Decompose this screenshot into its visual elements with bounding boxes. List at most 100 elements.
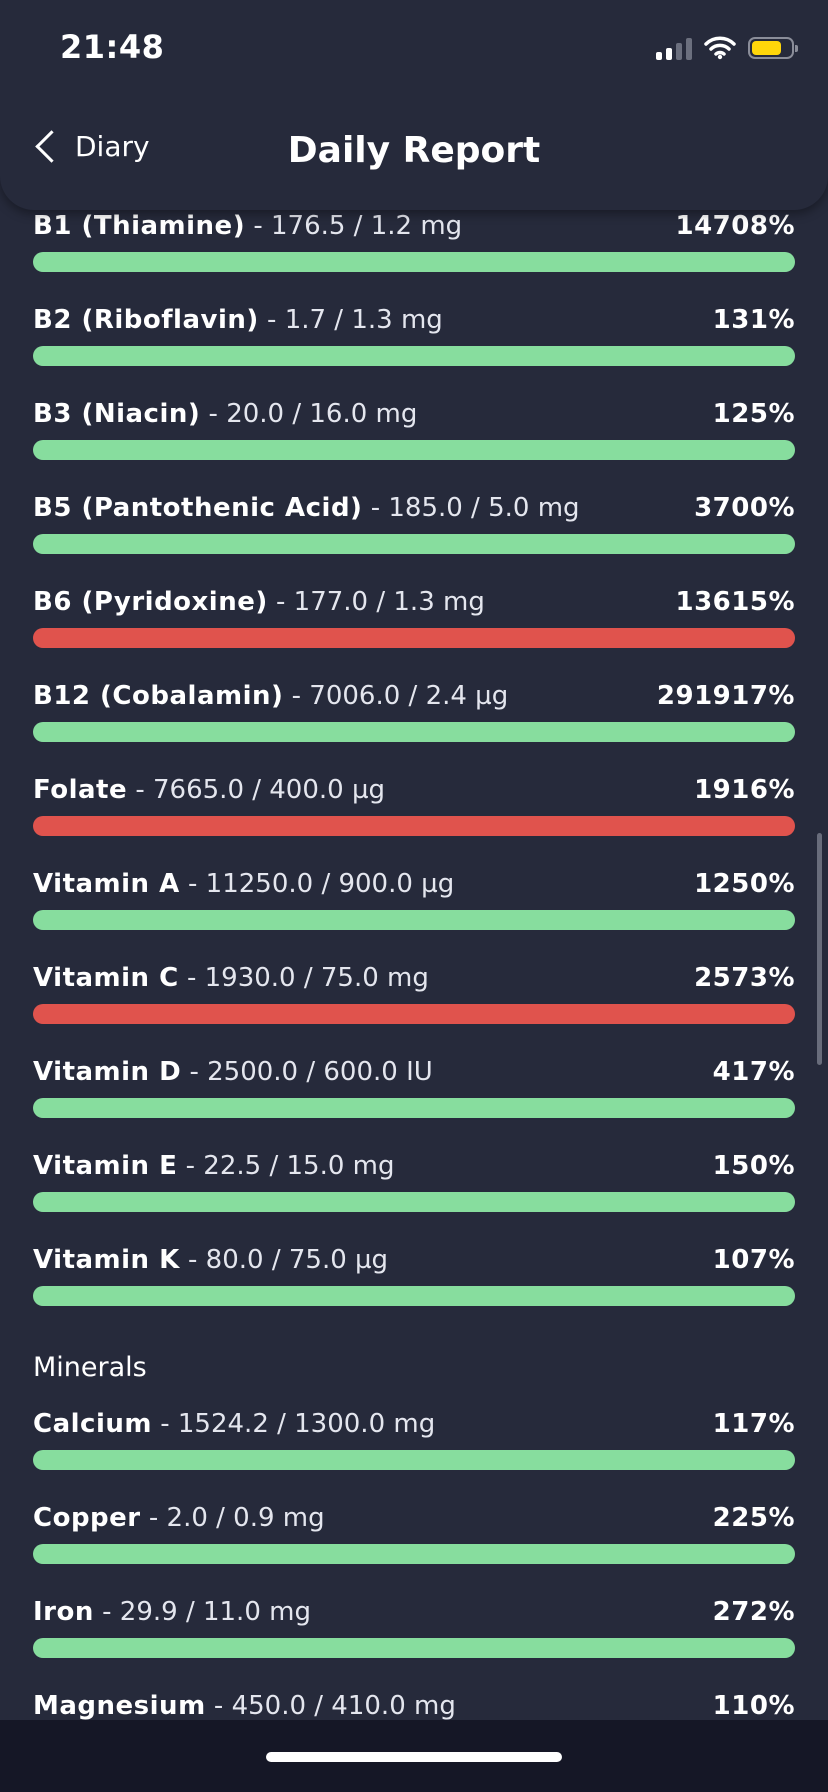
- nutrient-progress-bar: [33, 1192, 795, 1212]
- nutrient-amount: - 22.5 / 15.0 mg: [177, 1151, 395, 1181]
- scrollbar[interactable]: [817, 833, 822, 1065]
- nutrient-item: B6 (Pyridoxine) - 177.0 / 1.3 mg 13615%: [33, 584, 795, 648]
- nutrient-item: Calcium - 1524.2 / 1300.0 mg 117%: [33, 1406, 795, 1470]
- back-button[interactable]: Diary: [30, 130, 150, 163]
- nutrient-name: B5 (Pantothenic Acid): [33, 493, 363, 523]
- nutrient-progress-bar: [33, 534, 795, 554]
- nutrient-name: Vitamin K: [33, 1245, 180, 1275]
- nutrient-amount: - 20.0 / 16.0 mg: [200, 399, 418, 429]
- nutrient-progress-bar: [33, 1286, 795, 1306]
- nutrient-label: Iron - 29.9 / 11.0 mg: [33, 1597, 311, 1627]
- nutrient-name: Calcium: [33, 1409, 152, 1439]
- nutrient-amount: - 1.7 / 1.3 mg: [258, 305, 443, 335]
- nutrient-percent: 2573%: [694, 963, 795, 993]
- back-label: Diary: [75, 130, 150, 163]
- nutrient-label: Vitamin A - 11250.0 / 900.0 µg: [33, 869, 454, 899]
- cellular-signal-icon: [656, 36, 692, 60]
- home-indicator-area: [0, 1720, 828, 1792]
- nutrient-percent: 110%: [712, 1691, 795, 1720]
- nutrient-name: B12 (Cobalamin): [33, 681, 284, 711]
- nutrient-item: Folate - 7665.0 / 400.0 µg 1916%: [33, 772, 795, 836]
- nutrient-label: Calcium - 1524.2 / 1300.0 mg: [33, 1409, 435, 1439]
- report-content: B1 (Thiamine) - 176.5 / 1.2 mg 14708% B2 …: [0, 200, 828, 1720]
- nutrient-amount: - 2.0 / 0.9 mg: [140, 1503, 325, 1533]
- nutrient-percent: 14708%: [675, 211, 795, 241]
- nutrient-progress-bar: [33, 1638, 795, 1658]
- nutrient-amount: - 29.9 / 11.0 mg: [93, 1597, 311, 1627]
- nutrient-progress-bar: [33, 1450, 795, 1470]
- nutrient-progress-bar: [33, 628, 795, 648]
- nutrient-item: Vitamin D - 2500.0 / 600.0 IU 417%: [33, 1054, 795, 1118]
- nutrient-amount: - 177.0 / 1.3 mg: [267, 587, 485, 617]
- nutrient-label: B2 (Riboflavin) - 1.7 / 1.3 mg: [33, 305, 443, 335]
- nutrient-name: Vitamin D: [33, 1057, 182, 1087]
- nutrient-percent: 131%: [712, 305, 795, 335]
- nutrient-item: B5 (Pantothenic Acid) - 185.0 / 5.0 mg 37…: [33, 490, 795, 554]
- nutrient-percent: 117%: [712, 1409, 795, 1439]
- nutrient-label: B5 (Pantothenic Acid) - 185.0 / 5.0 mg: [33, 493, 580, 523]
- nutrient-item: Vitamin A - 11250.0 / 900.0 µg 1250%: [33, 866, 795, 930]
- nutrient-amount: - 185.0 / 5.0 mg: [362, 493, 580, 523]
- nutrient-name: Folate: [33, 775, 128, 805]
- nutrient-amount: - 1930.0 / 75.0 mg: [178, 963, 429, 993]
- nutrient-name: B1 (Thiamine): [33, 211, 246, 241]
- nutrient-percent: 107%: [712, 1245, 795, 1275]
- nutrient-percent: 125%: [712, 399, 795, 429]
- nutrient-item: B12 (Cobalamin) - 7006.0 / 2.4 µg 291917%: [33, 678, 795, 742]
- nutrient-progress-bar: [33, 346, 795, 366]
- home-indicator[interactable]: [266, 1752, 562, 1762]
- minerals-section-title: Minerals: [33, 1352, 147, 1383]
- nutrient-percent: 1250%: [694, 869, 795, 899]
- navigation-bar: Diary Daily Report: [0, 100, 828, 210]
- nutrient-name: B6 (Pyridoxine): [33, 587, 268, 617]
- nutrient-item: B3 (Niacin) - 20.0 / 16.0 mg 125%: [33, 396, 795, 460]
- nutrient-progress-bar: [33, 1004, 795, 1024]
- nutrient-label: Vitamin K - 80.0 / 75.0 µg: [33, 1245, 388, 1275]
- status-bar: 21:48: [0, 0, 828, 100]
- nutrient-label: Folate - 7665.0 / 400.0 µg: [33, 775, 385, 805]
- nutrient-percent: 417%: [712, 1057, 795, 1087]
- nutrient-progress-bar: [33, 1544, 795, 1564]
- nutrient-percent: 13615%: [675, 587, 795, 617]
- nutrient-amount: - 7665.0 / 400.0 µg: [127, 775, 386, 805]
- nutrient-item: B2 (Riboflavin) - 1.7 / 1.3 mg 131%: [33, 302, 795, 366]
- nutrient-percent: 1916%: [694, 775, 795, 805]
- wifi-icon: [704, 36, 736, 60]
- nutrient-name: B2 (Riboflavin): [33, 305, 259, 335]
- nutrient-amount: - 450.0 / 410.0 mg: [205, 1691, 456, 1720]
- nutrient-name: Vitamin A: [33, 869, 180, 899]
- nutrient-progress-bar: [33, 1098, 795, 1118]
- nutrient-label: Vitamin D - 2500.0 / 600.0 IU: [33, 1057, 433, 1087]
- nutrient-name: Vitamin C: [33, 963, 179, 993]
- nutrient-label: Copper - 2.0 / 0.9 mg: [33, 1503, 325, 1533]
- nutrient-percent: 150%: [712, 1151, 795, 1181]
- nutrient-percent: 272%: [712, 1597, 795, 1627]
- nutrient-amount: - 2500.0 / 600.0 IU: [181, 1057, 433, 1087]
- nutrient-amount: - 176.5 / 1.2 mg: [245, 211, 463, 241]
- nutrient-amount: - 1524.2 / 1300.0 mg: [151, 1409, 436, 1439]
- nutrient-name: B3 (Niacin): [33, 399, 201, 429]
- nutrient-label: B3 (Niacin) - 20.0 / 16.0 mg: [33, 399, 417, 429]
- nutrient-item: B1 (Thiamine) - 176.5 / 1.2 mg 14708%: [33, 208, 795, 272]
- nutrient-item: Vitamin C - 1930.0 / 75.0 mg 2573%: [33, 960, 795, 1024]
- nutrient-item: Vitamin K - 80.0 / 75.0 µg 107%: [33, 1242, 795, 1306]
- nutrient-amount: - 80.0 / 75.0 µg: [179, 1245, 389, 1275]
- nutrient-label: B1 (Thiamine) - 176.5 / 1.2 mg: [33, 211, 462, 241]
- nutrient-name: Copper: [33, 1503, 141, 1533]
- nutrient-name: Magnesium: [33, 1691, 206, 1720]
- status-icons: [656, 36, 798, 60]
- nutrient-label: Vitamin C - 1930.0 / 75.0 mg: [33, 963, 429, 993]
- nutrient-progress-bar: [33, 252, 795, 272]
- nutrient-amount: - 7006.0 / 2.4 µg: [283, 681, 509, 711]
- nutrient-progress-bar: [33, 722, 795, 742]
- nutrient-label: B12 (Cobalamin) - 7006.0 / 2.4 µg: [33, 681, 508, 711]
- nutrient-item: Vitamin E - 22.5 / 15.0 mg 150%: [33, 1148, 795, 1212]
- nutrient-item: Magnesium - 450.0 / 410.0 mg 110%: [33, 1688, 795, 1720]
- page-title: Daily Report: [287, 130, 541, 171]
- nutrient-percent: 291917%: [656, 681, 795, 711]
- nutrient-progress-bar: [33, 440, 795, 460]
- nutrient-item: Iron - 29.9 / 11.0 mg 272%: [33, 1594, 795, 1658]
- nutrient-percent: 3700%: [694, 493, 795, 523]
- nutrient-label: B6 (Pyridoxine) - 177.0 / 1.3 mg: [33, 587, 485, 617]
- nutrient-progress-bar: [33, 816, 795, 836]
